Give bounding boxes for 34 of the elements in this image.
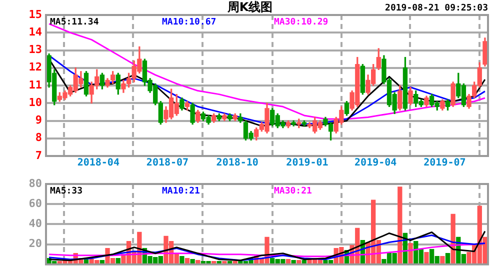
y-tick-label: 7	[35, 148, 42, 162]
chart-title: 周K线图	[226, 0, 273, 14]
y-tick-label: 13	[28, 43, 42, 56]
y-tick-label: 60	[28, 196, 42, 210]
y-tick-label: 20	[28, 237, 42, 250]
y-tick-label: 9	[35, 114, 42, 127]
x-tick-label: 2018-04	[77, 158, 120, 169]
y-tick-label: 10	[28, 96, 42, 109]
text: 2019-08-21 09:25:03	[385, 3, 488, 14]
x-tick-label: 2018-10	[216, 158, 258, 169]
y-tick-label: 12	[28, 60, 42, 74]
bar	[398, 186, 402, 264]
y-tick-label: 15	[28, 8, 42, 21]
text: MA10:10.67	[162, 17, 216, 28]
bar	[190, 259, 195, 264]
bar	[424, 252, 429, 264]
bar	[440, 256, 445, 264]
x-tick-label: 2018-07	[146, 158, 189, 169]
y-tick-label: 8	[35, 131, 42, 144]
x-tick-label: 2019-07	[424, 158, 466, 169]
y-tick-label: 11	[28, 78, 42, 92]
text: MA10:21	[162, 186, 200, 196]
y-tick-label: 80	[28, 176, 42, 190]
text: MA30:21	[274, 186, 312, 196]
text: MA5:33	[50, 186, 83, 196]
bar	[408, 242, 413, 264]
text: MA30:10.29	[274, 17, 328, 28]
bar	[180, 256, 184, 264]
x-tick-label: 2019-01	[286, 158, 328, 169]
y-tick-label: 40	[28, 217, 42, 230]
x-tick-label: 2019-04	[354, 158, 397, 169]
y-tick-label: 14	[28, 25, 42, 38]
text: MA5:11.34	[50, 17, 100, 28]
bar	[450, 214, 456, 264]
